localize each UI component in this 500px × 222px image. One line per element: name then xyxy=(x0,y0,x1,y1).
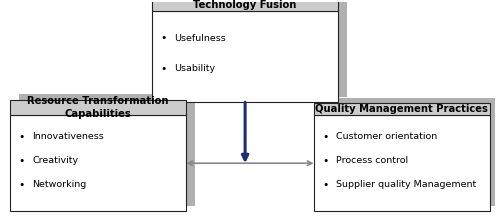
Text: •: • xyxy=(322,180,329,190)
Text: Creativity: Creativity xyxy=(32,156,78,165)
Text: Usefulness: Usefulness xyxy=(174,34,227,43)
Text: •: • xyxy=(322,132,329,142)
Text: •: • xyxy=(161,64,167,74)
Bar xyxy=(322,98,499,110)
Bar xyxy=(314,103,490,115)
Bar xyxy=(161,6,347,97)
Text: •: • xyxy=(161,33,167,43)
Bar xyxy=(18,110,195,206)
Bar xyxy=(322,110,499,206)
Text: •: • xyxy=(18,156,25,166)
Text: Innovativeness: Innovativeness xyxy=(32,132,104,141)
Text: Technology Fusion: Technology Fusion xyxy=(194,0,297,10)
Text: •: • xyxy=(18,180,25,190)
Text: •: • xyxy=(322,156,329,166)
Bar xyxy=(18,94,195,110)
Bar xyxy=(314,115,490,211)
Bar xyxy=(10,100,186,115)
Text: Customer orientation: Customer orientation xyxy=(336,132,438,141)
Text: Process control: Process control xyxy=(336,156,408,165)
Bar xyxy=(152,0,338,11)
Text: Networking: Networking xyxy=(32,180,86,189)
Text: Resource Transformation
Capabilities: Resource Transformation Capabilities xyxy=(28,96,169,119)
Text: Usability: Usability xyxy=(174,64,216,73)
Bar xyxy=(10,115,186,211)
Text: Quality Management Practices: Quality Management Practices xyxy=(316,104,488,114)
Bar xyxy=(161,0,347,6)
Bar xyxy=(152,11,338,102)
Text: Supplier quality Management: Supplier quality Management xyxy=(336,180,476,189)
Text: •: • xyxy=(18,132,25,142)
